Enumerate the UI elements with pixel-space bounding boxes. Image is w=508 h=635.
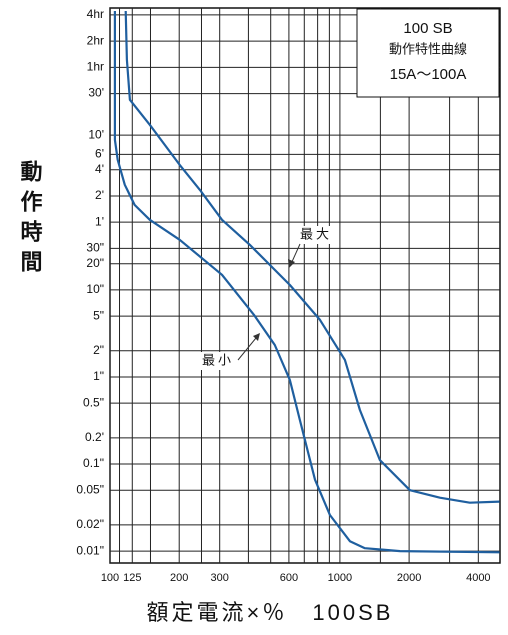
y-tick-label: 5" [93, 308, 104, 322]
x-tick-label: 125 [123, 572, 141, 584]
x-tick-label: 4000 [466, 572, 490, 584]
y-tick-label: 0.01" [76, 543, 104, 557]
y-tick-label: 2' [95, 188, 104, 202]
y-tick-label: 10" [86, 282, 104, 296]
x-tick-label: 2000 [397, 572, 421, 584]
y-tick-label: 30' [88, 86, 104, 100]
annotation: 最大 [300, 226, 332, 241]
y-tick-label: 1hr [87, 60, 104, 74]
x-tick-label: 100 [101, 572, 119, 584]
y-tick-label: 30" [86, 241, 104, 255]
plot-frame [109, 7, 501, 564]
curve [113, 11, 500, 554]
y-tick-label: 6' [95, 147, 104, 161]
y-tick-label: 20" [86, 256, 104, 270]
y-tick-label: 10' [88, 127, 104, 141]
x-tick-label: 600 [280, 572, 298, 584]
annotation-arrowhead [253, 333, 260, 341]
y-tick-label: 2hr [87, 33, 104, 47]
y-tick-label: 0.02" [76, 517, 104, 531]
y-axis-label: 動作時間 [18, 160, 43, 280]
curves [113, 10, 500, 554]
annotation-arrowhead [288, 259, 295, 268]
y-tick-label: 4hr [87, 7, 104, 21]
x-tick-label: 300 [211, 572, 229, 584]
y-tick-label: 4' [95, 162, 104, 176]
y-tick-label: 1" [93, 369, 104, 383]
y-tick-label: 0.05" [76, 482, 104, 496]
rating: 15A～100A [390, 66, 467, 83]
chart-subtitle: 動作特性曲線 [389, 41, 467, 56]
legend-box [356, 8, 500, 98]
y-tick-label: 0.5" [83, 395, 104, 409]
x-tick-label: 200 [170, 572, 188, 584]
annotation: 最小 [202, 352, 234, 367]
x-axis-label: 額定電流×％ 100SB [147, 600, 394, 625]
y-tick-label: 0.2' [85, 430, 104, 444]
curve [124, 10, 500, 504]
x-tick-label: 1000 [328, 572, 352, 584]
annotation-bg [198, 352, 238, 370]
chart-title: 100 SB [403, 20, 452, 37]
y-tick-label: 2" [93, 343, 104, 357]
y-tick-label: 1' [95, 214, 104, 228]
annotation-arrow [237, 337, 257, 361]
annotation-arrow [290, 243, 301, 265]
y-tick-label: 0.1" [83, 456, 104, 470]
annotation-bg [296, 226, 336, 244]
